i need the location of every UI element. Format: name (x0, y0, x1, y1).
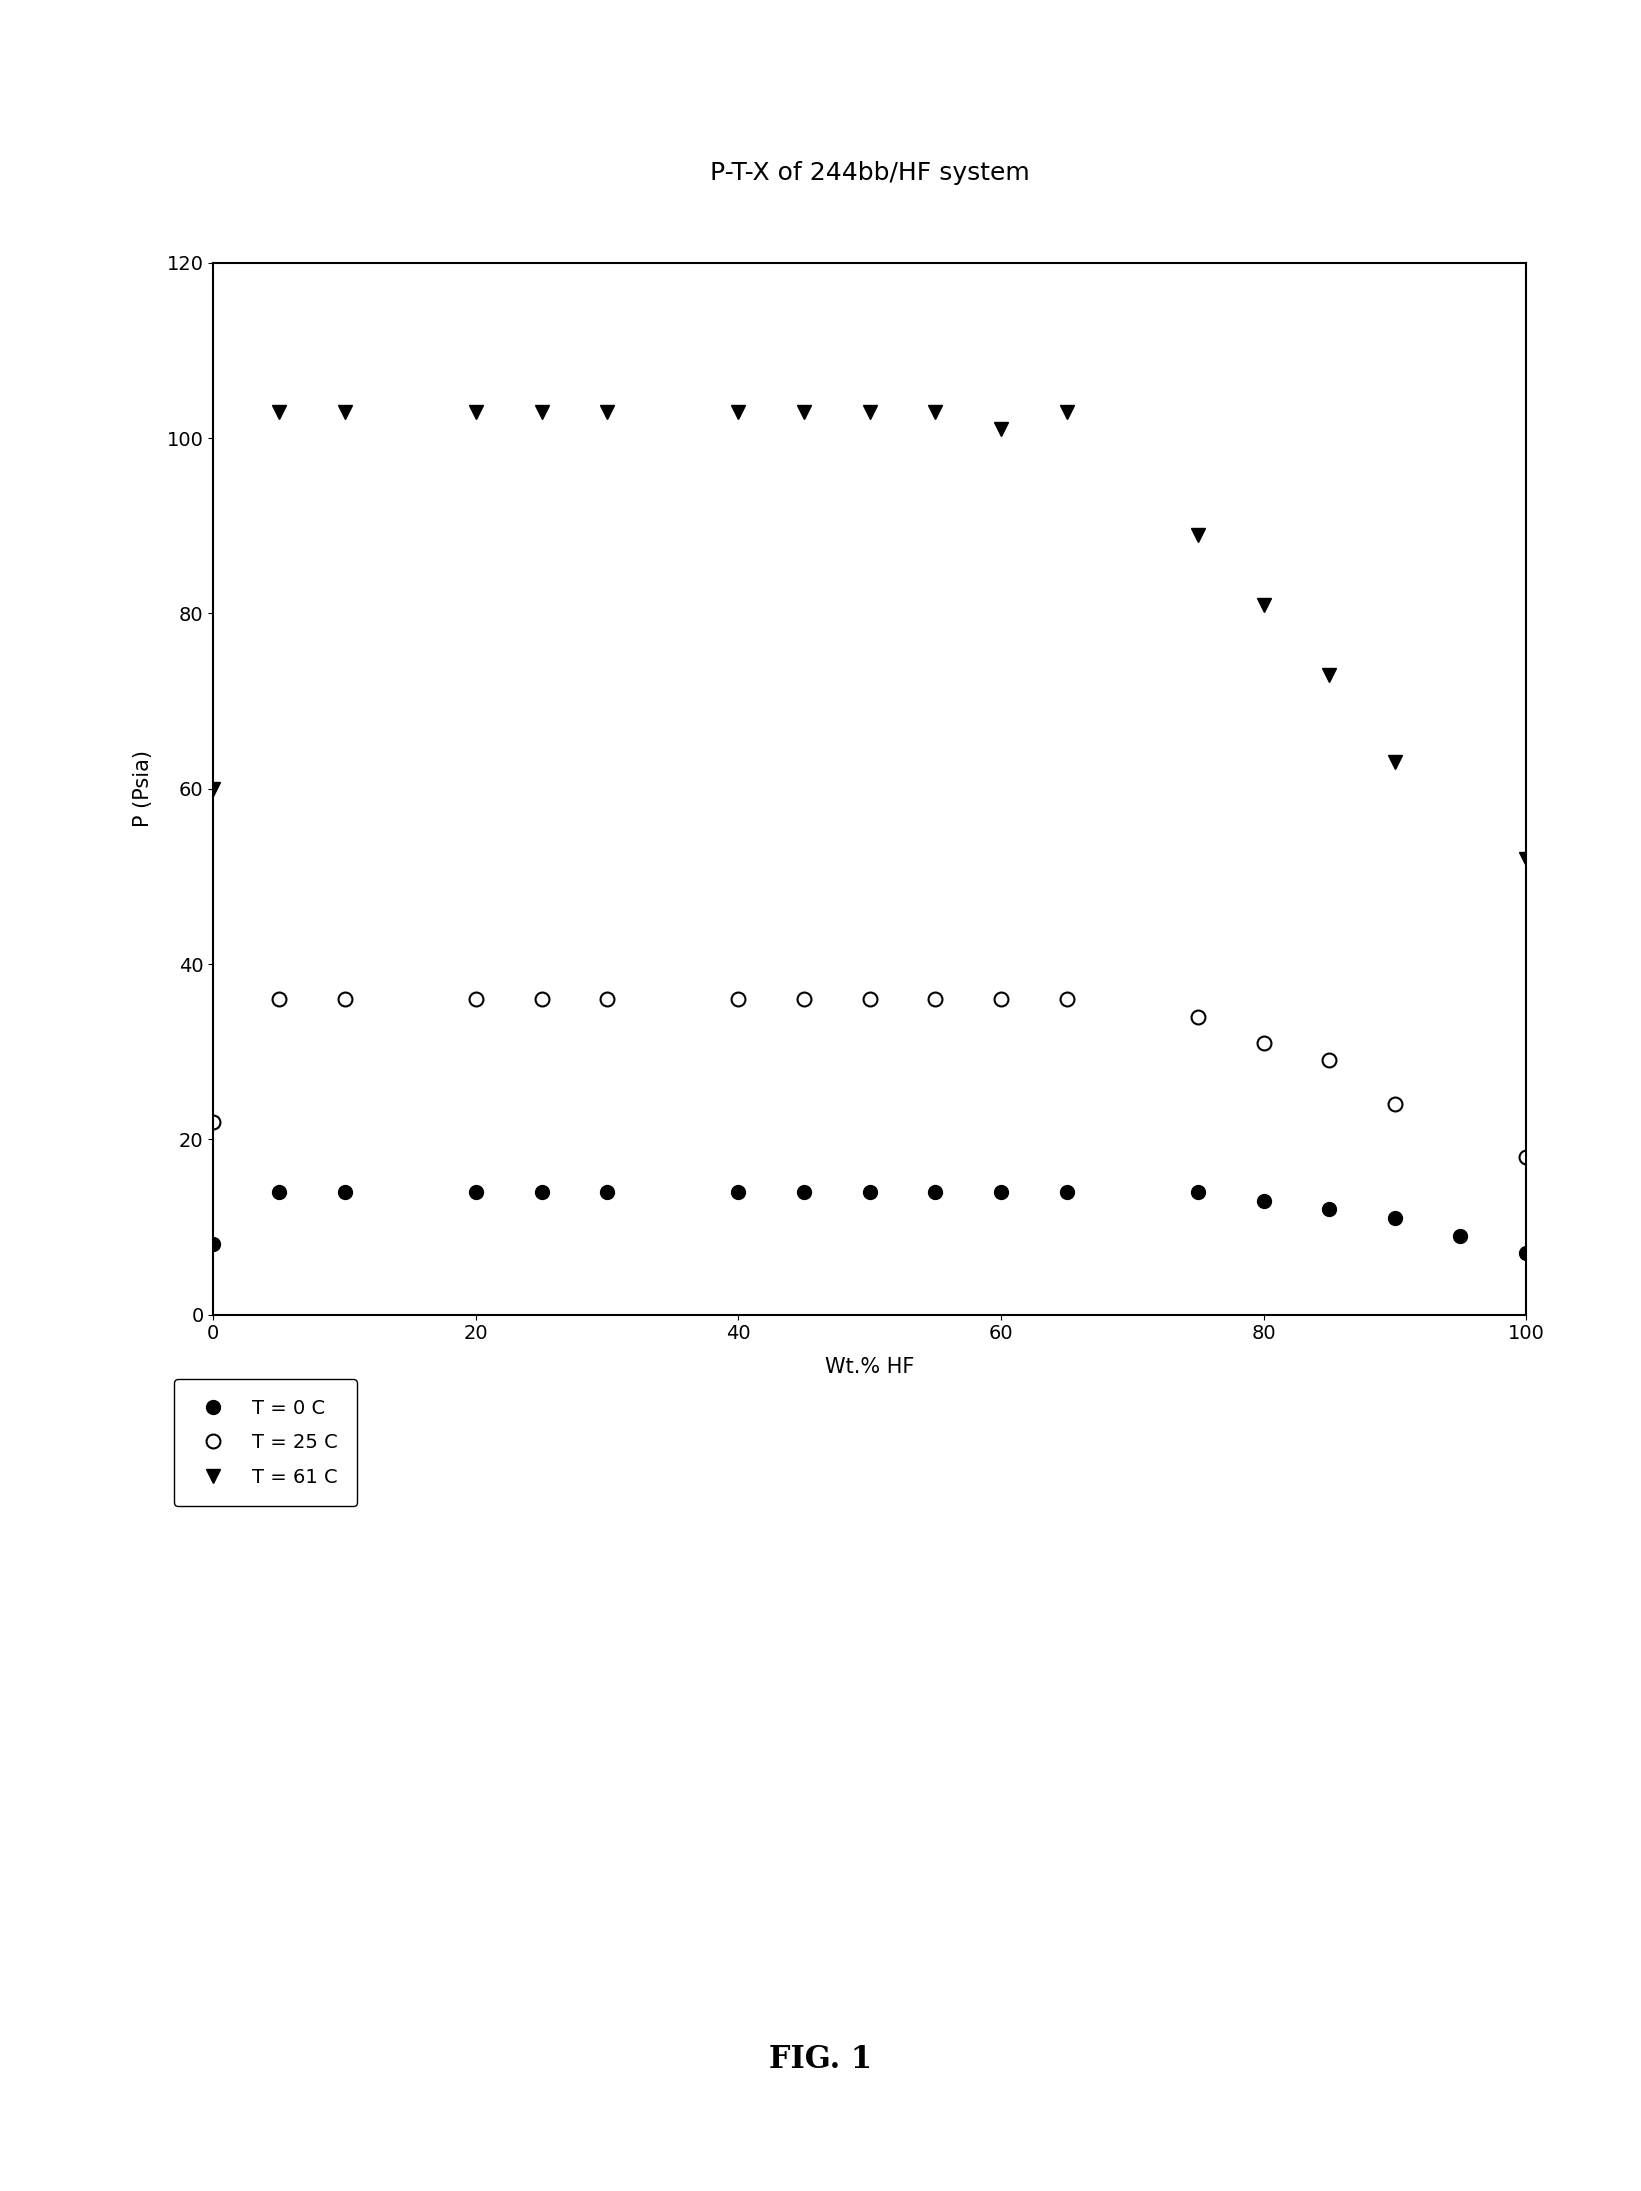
T = 61 C (991, 416, 1011, 443)
T = 25 C (1385, 1091, 1405, 1117)
T = 61 C (1057, 399, 1076, 425)
T = 25 C (794, 986, 814, 1012)
T = 0 C (729, 1179, 748, 1205)
T = 61 C (926, 399, 945, 425)
T = 0 C (926, 1179, 945, 1205)
T = 25 C (335, 986, 354, 1012)
T = 61 C (335, 399, 354, 425)
T = 25 C (1057, 986, 1076, 1012)
T = 0 C (597, 1179, 617, 1205)
T = 0 C (1451, 1223, 1470, 1249)
T = 0 C (1188, 1179, 1208, 1205)
T = 25 C (1188, 1003, 1208, 1030)
Legend: T = 0 C, T = 25 C, T = 61 C: T = 0 C, T = 25 C, T = 61 C (174, 1378, 356, 1505)
T = 61 C (1385, 749, 1405, 776)
T = 61 C (466, 399, 486, 425)
T = 25 C (203, 1109, 223, 1135)
T = 25 C (860, 986, 880, 1012)
T = 0 C (203, 1231, 223, 1258)
T = 0 C (794, 1179, 814, 1205)
T = 61 C (794, 399, 814, 425)
T = 25 C (532, 986, 551, 1012)
T = 61 C (860, 399, 880, 425)
T = 0 C (1516, 1240, 1536, 1266)
Text: FIG. 1: FIG. 1 (770, 2044, 871, 2075)
Line: T = 25 C: T = 25 C (207, 993, 1533, 1163)
T = 25 C (597, 986, 617, 1012)
T = 25 C (269, 986, 289, 1012)
T = 25 C (729, 986, 748, 1012)
Line: T = 0 C: T = 0 C (207, 1185, 1533, 1260)
T = 0 C (991, 1179, 1011, 1205)
T = 0 C (860, 1179, 880, 1205)
T = 61 C (1516, 846, 1536, 872)
T = 0 C (269, 1179, 289, 1205)
Line: T = 61 C: T = 61 C (207, 405, 1533, 865)
T = 61 C (1254, 592, 1273, 618)
T = 0 C (1319, 1196, 1339, 1223)
T = 61 C (269, 399, 289, 425)
T = 25 C (926, 986, 945, 1012)
T = 61 C (597, 399, 617, 425)
T = 0 C (1385, 1205, 1405, 1231)
T = 25 C (1319, 1047, 1339, 1074)
T = 25 C (991, 986, 1011, 1012)
T = 25 C (1254, 1030, 1273, 1056)
T = 0 C (532, 1179, 551, 1205)
Title: P-T-X of 244bb/HF system: P-T-X of 244bb/HF system (711, 160, 1029, 184)
T = 25 C (1516, 1144, 1536, 1170)
T = 0 C (466, 1179, 486, 1205)
X-axis label: Wt.% HF: Wt.% HF (825, 1356, 914, 1378)
T = 0 C (1057, 1179, 1076, 1205)
Y-axis label: P (Psia): P (Psia) (133, 749, 153, 828)
T = 0 C (1254, 1188, 1273, 1214)
T = 61 C (1319, 662, 1339, 688)
T = 0 C (335, 1179, 354, 1205)
T = 61 C (203, 776, 223, 802)
T = 61 C (1188, 521, 1208, 548)
T = 61 C (532, 399, 551, 425)
T = 25 C (466, 986, 486, 1012)
T = 61 C (729, 399, 748, 425)
